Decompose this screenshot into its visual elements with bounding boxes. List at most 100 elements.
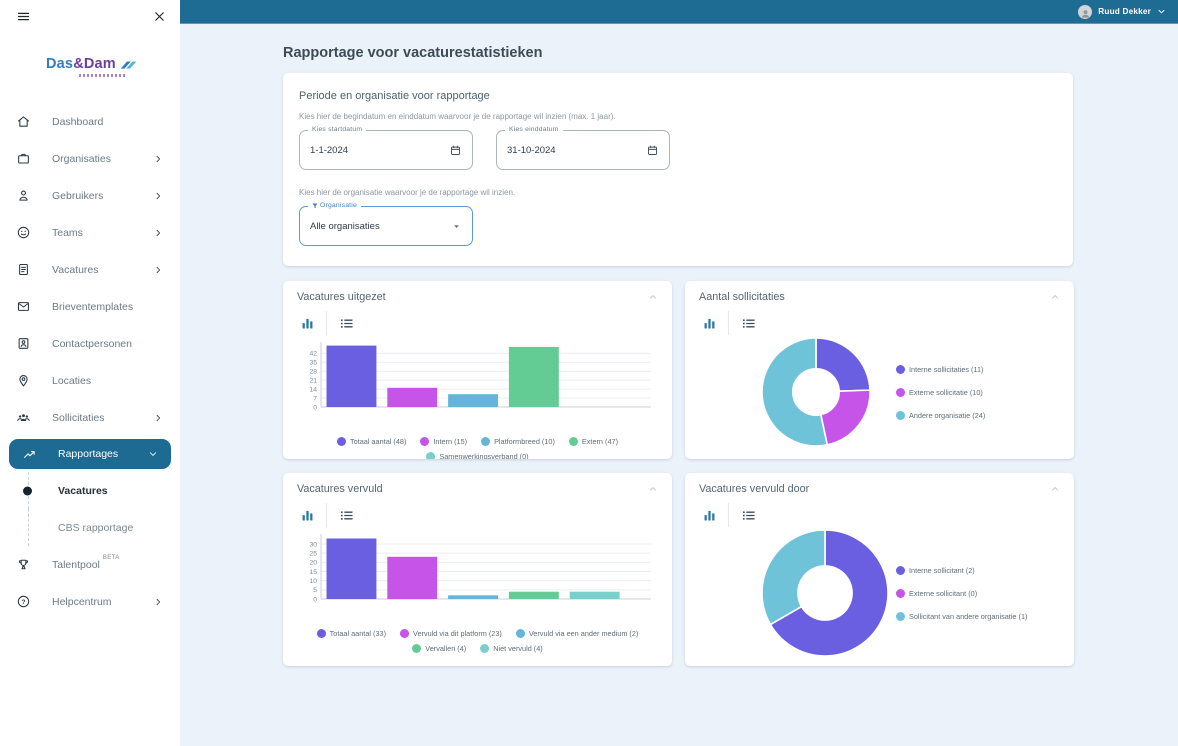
- chevron-right-icon: [156, 266, 161, 273]
- collapse-panel-icon[interactable]: [1050, 292, 1060, 302]
- donut-chart: [761, 529, 889, 657]
- chevron-right-icon: [156, 155, 161, 162]
- legend-item[interactable]: Interne sollicitant (2): [896, 565, 1056, 575]
- bar-view-button[interactable]: [699, 313, 719, 333]
- list-view-icon: [340, 510, 353, 520]
- sidebar-item-dashboard[interactable]: Dashboard: [0, 103, 180, 140]
- sidebar-item-brieventemplates[interactable]: Brieventemplates: [0, 288, 180, 325]
- logo-text-amp: &: [73, 56, 84, 72]
- sidebar-item-label: Organisaties: [52, 152, 111, 165]
- chevron-right-icon: [156, 414, 161, 421]
- collapse-panel-icon[interactable]: [648, 292, 658, 302]
- legend-item[interactable]: Extern (47): [568, 437, 618, 446]
- legend-item[interactable]: Totaal aantal (33): [316, 629, 386, 638]
- sidebar-item-gebruikers[interactable]: Gebruikers: [0, 177, 180, 214]
- bar-view-button[interactable]: [297, 505, 317, 525]
- sidebar-item-helpcentrum[interactable]: ? Helpcentrum: [0, 583, 180, 620]
- chart-view-toggle: [699, 311, 1060, 335]
- end-date-value: 31-10-2024: [507, 144, 556, 156]
- list-view-button[interactable]: [336, 505, 356, 525]
- sidebar-item-rapportages[interactable]: Rapportages: [9, 439, 171, 469]
- bar-view-button[interactable]: [699, 505, 719, 525]
- legend-item[interactable]: Samenwerkingsverband (0): [426, 452, 529, 459]
- sidebar-item-label: Gebruikers: [52, 189, 104, 202]
- legend-dot: [515, 629, 525, 638]
- legend-dot: [896, 387, 905, 397]
- chart-card-vacatures-vervuld-door: Vacatures vervuld door Interne sollicita…: [685, 473, 1074, 666]
- sidebar-subitem-cbs-rapportage[interactable]: CBS rapportage: [0, 509, 180, 546]
- calendar-icon[interactable]: [449, 144, 462, 157]
- bar-view-button[interactable]: [297, 313, 317, 333]
- legend-item[interactable]: Intern (15): [420, 437, 467, 446]
- sidebar-item-talentpool[interactable]: TalentpoolBETA: [0, 546, 180, 583]
- legend-dot: [480, 644, 490, 653]
- organisation-select[interactable]: Organisatie Alle organisaties: [299, 202, 473, 246]
- legend-dot: [896, 565, 905, 575]
- svg-text:0: 0: [313, 404, 317, 411]
- list-view-button[interactable]: [738, 505, 758, 525]
- sidebar-item-contactpersonen[interactable]: Contactpersonen: [0, 325, 180, 362]
- collapse-panel-icon[interactable]: [1050, 484, 1060, 494]
- calendar-icon[interactable]: [646, 144, 659, 157]
- sidebar-item-sollicitaties[interactable]: Sollicitaties: [0, 399, 180, 436]
- chevron-down-icon: [1158, 9, 1165, 14]
- donut-chart: [761, 337, 871, 447]
- legend-item[interactable]: Sollicitant van andere organisatie (1): [896, 611, 1056, 621]
- sidebar-subitem-vacatures[interactable]: Vacatures: [0, 472, 180, 509]
- teams-icon: [17, 226, 30, 239]
- legend-label: Totaal aantal (48): [350, 437, 407, 446]
- legend-dot: [896, 410, 905, 420]
- chevron-up-icon: [1052, 487, 1058, 491]
- sidebar-item-organisaties[interactable]: Organisaties: [0, 140, 180, 177]
- legend-item[interactable]: Andere organisatie (24): [896, 410, 1056, 420]
- user-name: Ruud Dekker: [1098, 7, 1151, 16]
- sidebar-item-vacatures[interactable]: Vacatures: [0, 251, 180, 288]
- legend-label: Vervallen (4): [425, 644, 467, 653]
- legend-dot: [568, 437, 578, 446]
- svg-text:5: 5: [313, 587, 317, 594]
- legend-item[interactable]: Niet vervuld (4): [480, 644, 543, 653]
- sidebar-item-label: Contactpersonen: [52, 337, 132, 350]
- charts-grid: Vacatures uitgezet 0 7 14 21 28 35 42 Totaal a…: [283, 281, 1074, 666]
- filter-card: Periode en organisatie voor rapportage K…: [283, 73, 1073, 266]
- bar-chart: 0 5 10 15 20 25 30: [309, 534, 651, 603]
- chart-legend: Interne sollicitaties (11) Externe sollic…: [896, 364, 1056, 420]
- user-menu[interactable]: Ruud Dekker: [1078, 4, 1166, 19]
- legend-item[interactable]: Vervuld via een ander medium (2): [515, 629, 638, 638]
- sidebar-item-label: Teams: [52, 226, 83, 239]
- legend-dot: [481, 437, 491, 446]
- legend-dot: [400, 629, 410, 638]
- legend-item[interactable]: Externe sollicitatie (10): [896, 387, 1056, 397]
- list-view-button[interactable]: [738, 313, 758, 333]
- close-icon[interactable]: [152, 9, 167, 24]
- date-help-text: Kies hier de begindatum en einddatum waa…: [299, 112, 616, 121]
- sidebar-subitem-label: Vacatures: [58, 484, 108, 497]
- chevron-down-icon: [149, 452, 157, 456]
- legend-label: Extern (47): [581, 437, 618, 446]
- collapse-panel-icon[interactable]: [648, 484, 658, 494]
- legend-item[interactable]: Vervallen (4): [412, 644, 466, 653]
- legend-item[interactable]: Externe sollicitant (0): [896, 588, 1056, 598]
- sidebar-item-locaties[interactable]: Locaties: [0, 362, 180, 399]
- chart-card-vacatures-vervuld: Vacatures vervuld 0 5 10 15 20 25 30 Totaal aa…: [283, 473, 672, 666]
- logo-tagline: [79, 74, 127, 77]
- chevron-right-icon: [156, 192, 161, 199]
- chart-card-vacatures-uitgezet: Vacatures uitgezet 0 7 14 21 28 35 42 Totaal a…: [283, 281, 672, 459]
- start-date-field[interactable]: Kies startdatum 1-1-2024: [299, 126, 473, 170]
- sidebar-item-teams[interactable]: Teams: [0, 214, 180, 251]
- organisation-label: Organisatie: [320, 202, 357, 209]
- end-date-field[interactable]: Kies einddatum 31-10-2024: [496, 126, 670, 170]
- list-view-button[interactable]: [336, 313, 356, 333]
- hamburger-menu-icon[interactable]: [16, 9, 31, 24]
- logo-text-dam: Dam: [83, 56, 116, 72]
- legend-item[interactable]: Interne sollicitaties (11): [896, 364, 1056, 374]
- chart-view-toggle: [297, 311, 658, 335]
- legend-item[interactable]: Vervuld via dit platform (23): [400, 629, 502, 638]
- bar-view-icon: [302, 318, 312, 328]
- chart-title: Vacatures vervuld door: [699, 483, 810, 495]
- legend-item[interactable]: Totaal aantal (48): [337, 437, 406, 446]
- topbar: Ruud Dekker: [180, 0, 1178, 24]
- legend-item[interactable]: Platformbreed (10): [481, 437, 555, 446]
- legend-dot: [316, 629, 326, 638]
